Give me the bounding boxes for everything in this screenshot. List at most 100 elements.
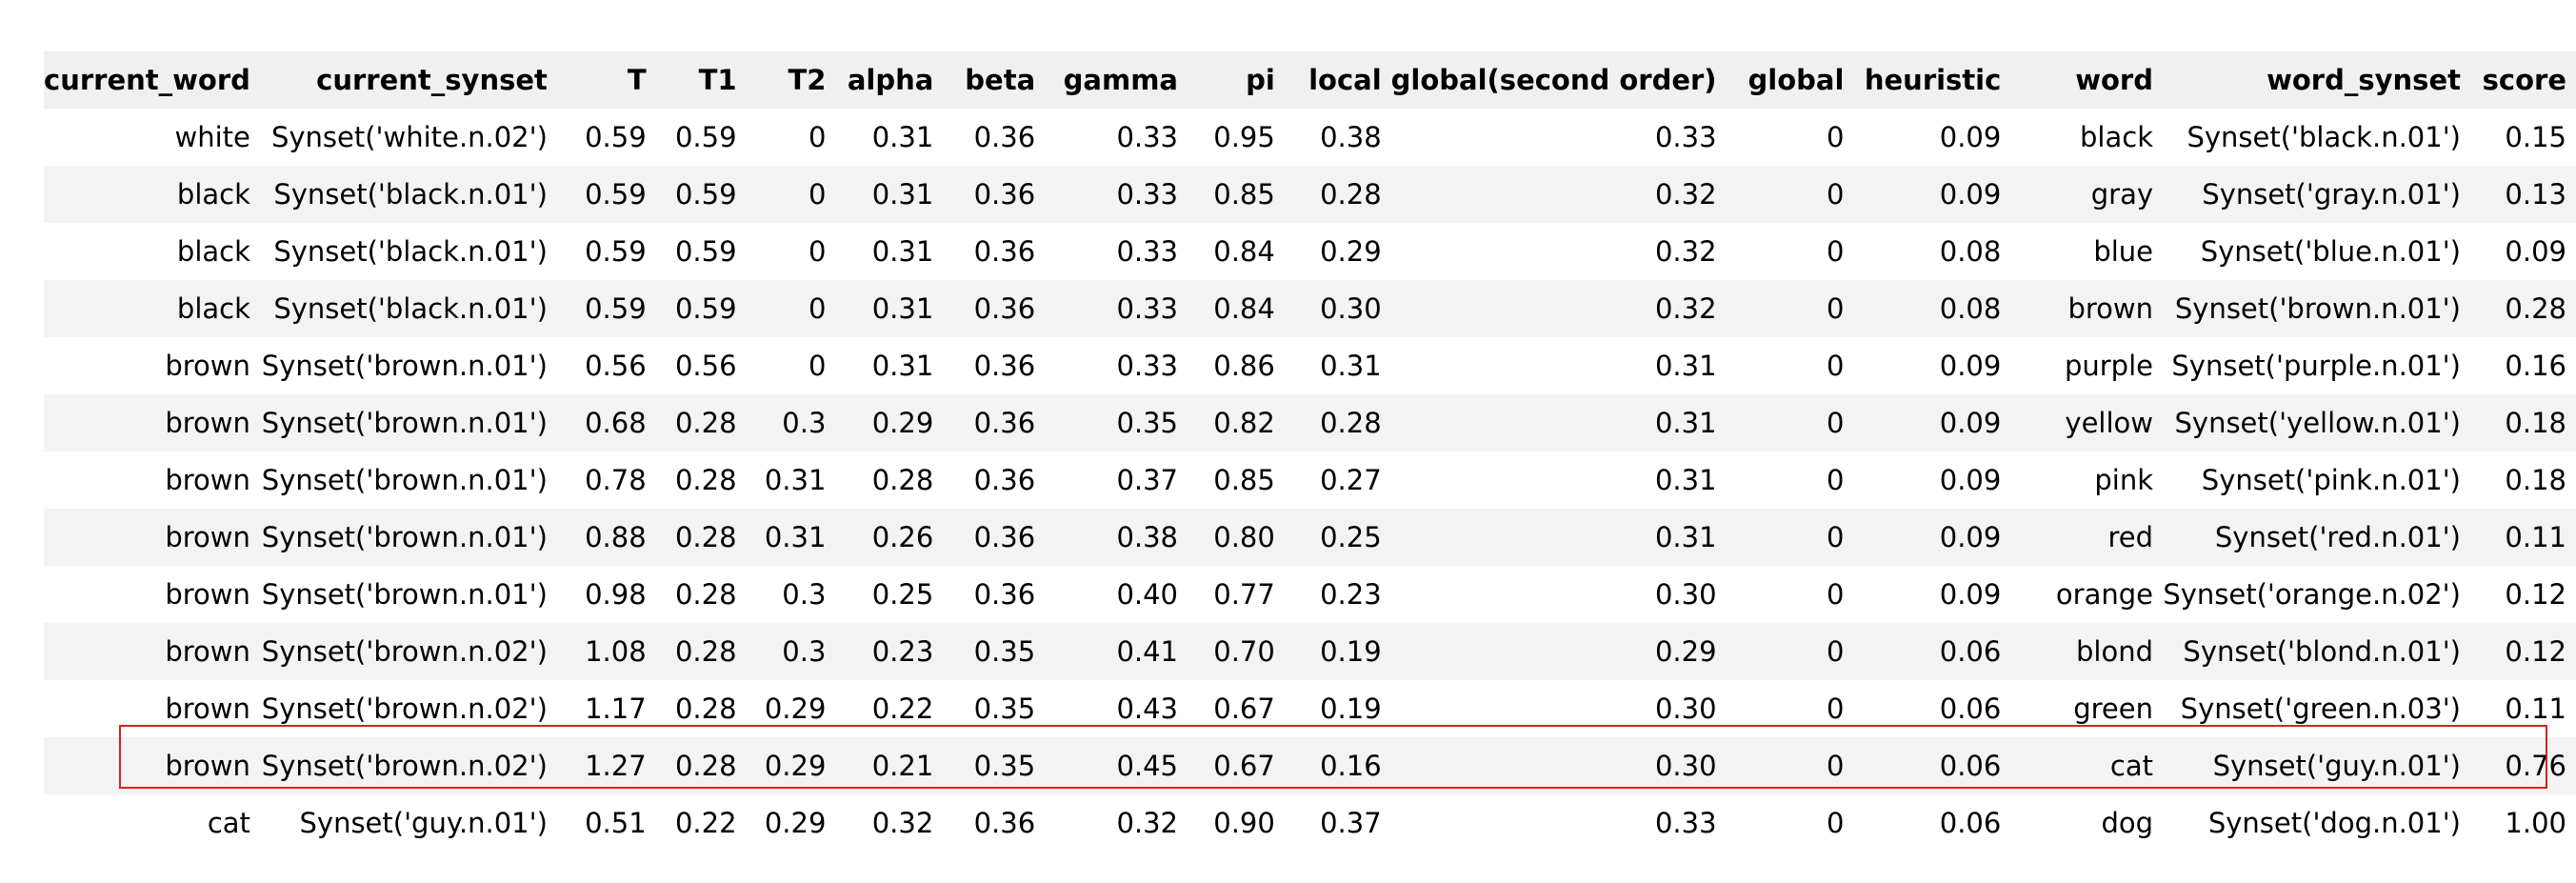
table-cell: 0.32: [1654, 235, 1717, 268]
table-cell: 0.31: [1654, 464, 1717, 496]
table-cell: dog: [2101, 807, 2153, 839]
table-cell: brown: [165, 407, 250, 439]
table-cell: 0.45: [1116, 750, 1179, 782]
table-cell: Synset('guy.n.01'): [299, 807, 548, 839]
table-cell: 0.06: [1939, 635, 2002, 668]
table-row: brown Synset('brown.n.01') 0.88 0.28 0.31 0.2…: [44, 509, 2576, 566]
table-cell: 0.33: [1654, 807, 1717, 839]
table-cell: Synset('orange.n.02'): [2163, 578, 2461, 611]
table-cell: 1.08: [585, 635, 647, 668]
table-cell: 0.33: [1116, 121, 1179, 153]
table-cell: 0.36: [973, 235, 1036, 268]
table-cell: 0.36: [973, 407, 1036, 439]
table-cell: 0.31: [764, 521, 827, 553]
column-header: local: [1308, 64, 1382, 96]
table-cell: Synset('brown.n.02'): [261, 750, 548, 782]
table-cell: 0: [1826, 235, 1845, 268]
table-cell: 0.59: [674, 178, 737, 211]
table-cell: 0: [1826, 807, 1845, 839]
table-cell: 0.31: [764, 464, 827, 496]
table-cell: 0.3: [782, 578, 827, 611]
table-cell: 0.36: [973, 521, 1036, 553]
table-cell: Synset('black.n.01'): [273, 178, 548, 211]
table-cell: Synset('brown.n.01'): [261, 407, 548, 439]
table-row: black Synset('black.n.01') 0.59 0.59 0 0.31 0.…: [44, 280, 2576, 337]
table-cell: 0.36: [973, 807, 1036, 839]
table-cell: 0.36: [973, 121, 1036, 153]
table-cell: 0.29: [764, 807, 827, 839]
table-cell: 0: [1826, 750, 1845, 782]
table-cell: 0.3: [782, 635, 827, 668]
table-cell: 0: [808, 178, 827, 211]
table-cell: 0.30: [1654, 750, 1717, 782]
table-row: brown Synset('brown.n.01') 0.78 0.28 0.31 0.2…: [44, 452, 2576, 509]
table-cell: 0.28: [871, 464, 934, 496]
table-cell: Synset('black.n.01'): [2187, 121, 2461, 153]
table-cell: 0.23: [1320, 578, 1382, 611]
table-row: black Synset('black.n.01') 0.59 0.59 0 0.31 0.…: [44, 166, 2576, 223]
table-cell: 0.36: [973, 464, 1036, 496]
table-cell: Synset('yellow.n.01'): [2174, 407, 2461, 439]
table-cell: 0: [1826, 350, 1845, 382]
column-header: alpha: [847, 64, 934, 96]
table-cell: 0.09: [1939, 350, 2002, 382]
table-cell: blue: [2093, 235, 2153, 268]
table-cell: 0.85: [1213, 178, 1275, 211]
table-row: brown Synset('brown.n.02') 1.08 0.28 0.3 0.23…: [44, 623, 2576, 680]
table-cell: 0.80: [1213, 521, 1275, 553]
column-header: gamma: [1063, 64, 1179, 96]
table-cell: 0.28: [1320, 407, 1382, 439]
table-cell: 0.28: [674, 521, 737, 553]
table-cell: 0.27: [1320, 464, 1382, 496]
table-cell: 0.77: [1213, 578, 1275, 611]
table-cell: 0.31: [871, 235, 934, 268]
table-cell: 0.26: [871, 521, 934, 553]
table-cell: 0.85: [1213, 464, 1275, 496]
table-cell: 0.29: [764, 750, 827, 782]
table-cell: Synset('brown.n.02'): [261, 692, 548, 725]
table-cell: Synset('brown.n.01'): [261, 578, 548, 611]
table-cell: 0: [1826, 692, 1845, 725]
table-cell: 0.31: [1320, 350, 1382, 382]
table-cell: 0.22: [871, 692, 934, 725]
table-cell: 0.67: [1213, 692, 1275, 725]
table-cell: pink: [2094, 464, 2153, 496]
table-cell: 0.28: [674, 635, 737, 668]
table-cell: 0.21: [871, 750, 934, 782]
table-row: brown Synset('brown.n.01') 0.98 0.28 0.3 0.25…: [44, 566, 2576, 623]
column-header: pi: [1246, 64, 1275, 96]
table-cell: 0.06: [1939, 750, 2002, 782]
table-cell: Synset('guy.n.01'): [2212, 750, 2461, 782]
table-cell: 0.40: [1116, 578, 1179, 611]
table-cell: 0.12: [2505, 578, 2566, 611]
table-row: brown Synset('brown.n.02') 1.17 0.28 0.29 0.2…: [44, 680, 2576, 737]
table-cell: Synset('brown.n.01'): [261, 464, 548, 496]
table-cell: 0.09: [1939, 521, 2002, 553]
dataframe-container: current_word current_synset T T1 T2 alpha beta…: [44, 51, 2576, 852]
table-cell: 0.31: [871, 121, 934, 153]
table-cell: black: [176, 235, 250, 268]
table-cell: 0.38: [1116, 521, 1179, 553]
table-cell: 0: [1826, 521, 1845, 553]
table-cell: black: [176, 178, 250, 211]
table-cell: 0.59: [585, 235, 647, 268]
table-cell: 0: [1826, 121, 1845, 153]
table-cell: 0.09: [1939, 178, 2002, 211]
table-cell: purple: [2064, 350, 2153, 382]
table-cell: 0.41: [1116, 635, 1179, 668]
table-cell: 0.09: [1939, 464, 2002, 496]
table-cell: 0.59: [585, 121, 647, 153]
table-cell: 0.67: [1213, 750, 1275, 782]
table-cell: 0.33: [1654, 121, 1717, 153]
table-cell: 0.68: [585, 407, 647, 439]
table-cell: 0: [1826, 464, 1845, 496]
table-cell: 0.08: [1939, 292, 2002, 325]
column-header: T: [627, 64, 647, 96]
table-cell: 0.32: [1654, 178, 1717, 211]
table-cell: 1.17: [585, 692, 647, 725]
table-cell: 0.33: [1116, 235, 1179, 268]
table-cell: 0.29: [1320, 235, 1382, 268]
table-cell: orange: [2055, 578, 2153, 611]
table-cell: 0.09: [1939, 407, 2002, 439]
table-cell: 0.18: [2505, 407, 2566, 439]
